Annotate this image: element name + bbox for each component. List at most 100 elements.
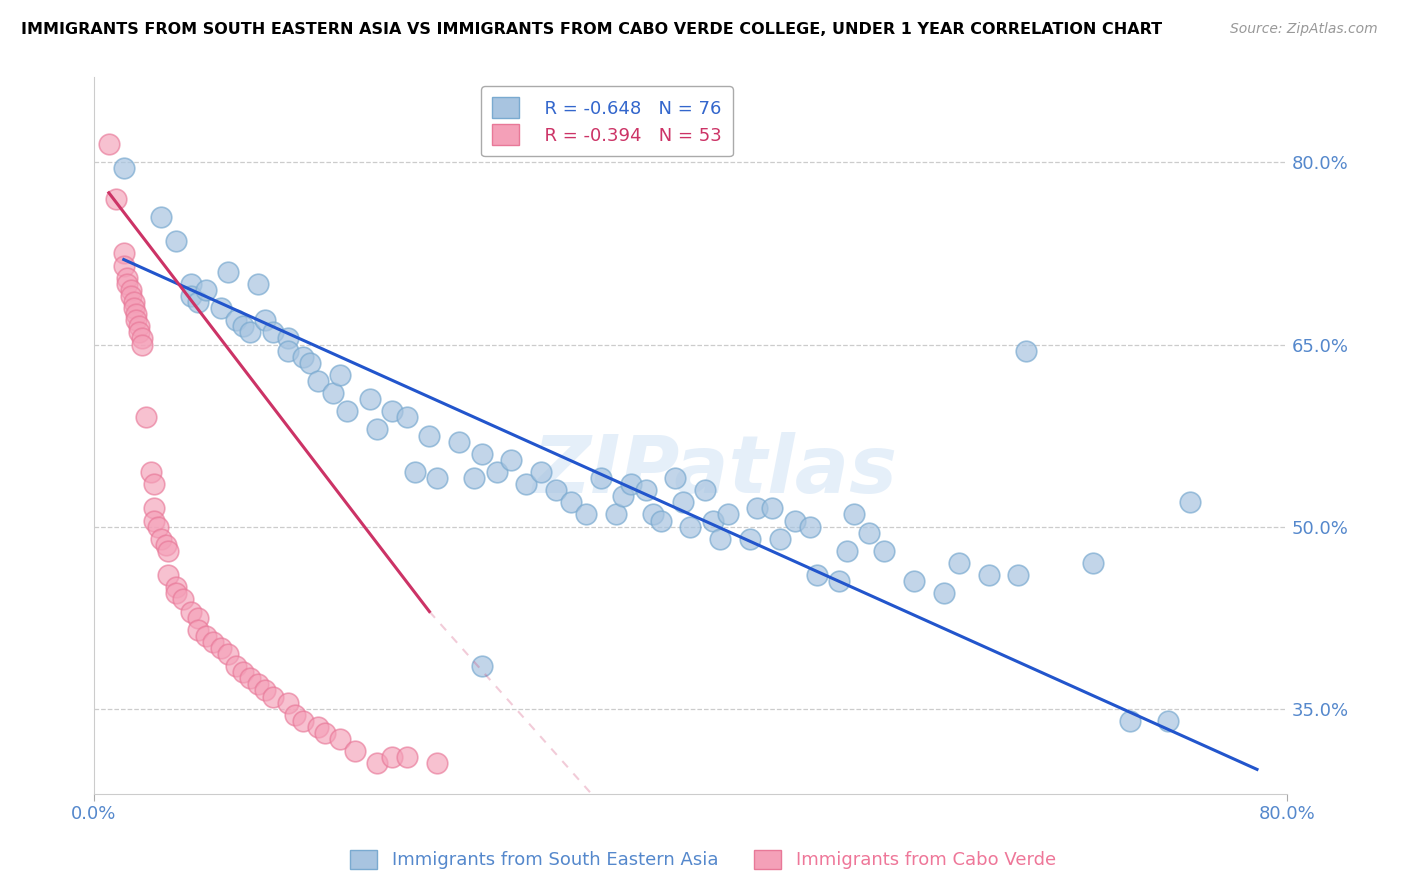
Point [180,277,202,291]
Point [761,501,783,516]
Point [180,605,202,619]
Point [709,532,731,546]
Point [769,532,792,546]
Point [418,428,440,442]
Point [321,386,343,401]
Point [112,259,135,273]
Point [903,574,925,589]
Point [844,508,866,522]
Point [381,404,404,418]
Point [157,568,180,582]
Point [643,508,665,522]
Point [194,283,217,297]
Point [187,295,209,310]
Point [620,477,643,491]
Point [471,447,494,461]
Point [501,453,523,467]
Point [125,313,148,327]
Point [336,404,359,418]
Point [112,161,135,176]
Legend:   R = -0.648   N = 76,   R = -0.394   N = 53: R = -0.648 N = 76, R = -0.394 N = 53 [481,87,733,156]
Point [187,610,209,624]
Point [120,289,142,303]
Point [738,532,761,546]
Point [131,331,153,345]
Point [239,326,262,340]
Point [1156,714,1178,728]
Point [299,356,322,370]
Legend: Immigrants from South Eastern Asia, Immigrants from Cabo Verde: Immigrants from South Eastern Asia, Immi… [342,841,1064,879]
Point [575,508,598,522]
Point [1119,714,1142,728]
Point [1178,495,1201,509]
Point [471,659,494,673]
Point [307,720,329,734]
Point [131,337,153,351]
Point [165,580,187,594]
Point [217,647,239,661]
Point [115,270,138,285]
Point [381,750,404,764]
Point [426,756,449,771]
Point [122,295,145,310]
Point [122,301,145,315]
Point [225,659,247,673]
Point [115,277,138,291]
Point [717,508,740,522]
Point [366,422,388,436]
Point [530,465,553,479]
Point [105,192,128,206]
Point [139,465,162,479]
Point [858,525,880,540]
Point [157,544,180,558]
Point [246,277,269,291]
Point [612,489,634,503]
Point [254,313,277,327]
Point [202,635,225,649]
Point [589,471,612,485]
Point [634,483,657,498]
Point [396,410,419,425]
Point [948,556,970,570]
Text: ZIPatlas: ZIPatlas [531,433,897,510]
Point [209,301,232,315]
Point [605,508,627,522]
Point [783,514,806,528]
Point [128,319,150,334]
Text: IMMIGRANTS FROM SOUTH EASTERN ASIA VS IMMIGRANTS FROM CABO VERDE COLLEGE, UNDER : IMMIGRANTS FROM SOUTH EASTERN ASIA VS IM… [21,22,1163,37]
Point [172,592,194,607]
Point [835,544,858,558]
Point [291,350,314,364]
Point [799,519,821,533]
Point [515,477,537,491]
Point [277,343,299,358]
Point [232,665,254,680]
Point [180,289,202,303]
Point [97,137,120,152]
Point [128,326,150,340]
Point [695,483,717,498]
Point [150,532,173,546]
Point [239,671,262,685]
Point [142,501,165,516]
Point [194,629,217,643]
Point [560,495,582,509]
Point [209,640,232,655]
Point [225,313,247,327]
Point [142,514,165,528]
Point [112,246,135,260]
Point [463,471,485,485]
Point [187,623,209,637]
Point [650,514,672,528]
Point [120,283,142,297]
Point [449,434,471,449]
Point [828,574,851,589]
Point [150,210,173,224]
Point [702,514,724,528]
Point [262,690,284,704]
Point [125,307,148,321]
Point [329,368,352,382]
Point [277,696,299,710]
Point [1007,568,1029,582]
Point [932,586,955,600]
